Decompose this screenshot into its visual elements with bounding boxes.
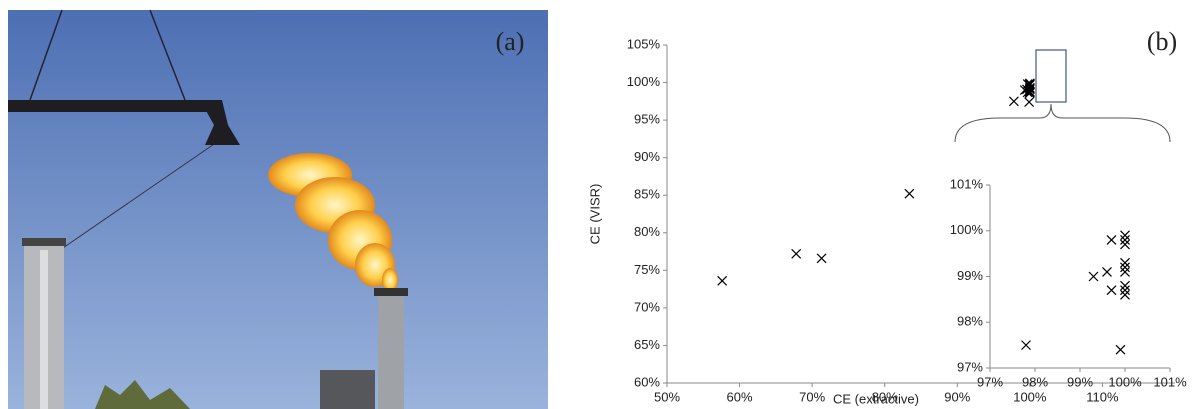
figure-canvas: (a) (b) CE (extractive) CE (VISR) 60%65%…: [0, 0, 1199, 409]
marker: [1121, 240, 1130, 249]
panel-label: (b): [1147, 27, 1177, 56]
y-tick-label: 80%: [634, 224, 660, 239]
x-tick-label: 80%: [872, 389, 898, 404]
y-tick-label: 99%: [957, 268, 983, 283]
y-tick-label: 98%: [957, 314, 983, 329]
x-tick-label: 100%: [1013, 389, 1047, 404]
marker: [1121, 263, 1130, 272]
y-tick-label: 97%: [957, 359, 983, 374]
marker: [1116, 345, 1125, 354]
marker: [1025, 98, 1034, 107]
x-tick-label: 60%: [727, 389, 753, 404]
marker: [1121, 290, 1130, 299]
marker: [1121, 267, 1130, 276]
zoom-brace: [955, 104, 1170, 142]
y-tick-label: 70%: [634, 299, 660, 314]
y-tick-label: 105%: [627, 36, 661, 51]
y-axis-title: CE (VISR): [587, 184, 602, 245]
x-tick-label: 110%: [1086, 389, 1119, 404]
marker: [792, 249, 801, 258]
y-tick-label: 60%: [634, 374, 660, 389]
figure: (a) (b) CE (extractive) CE (VISR) 60%65%…: [0, 0, 1199, 409]
marker: [905, 189, 914, 198]
x-tick-label: 100%: [1108, 374, 1142, 389]
marker: [1089, 272, 1098, 281]
y-tick-label: 90%: [634, 149, 660, 164]
marker: [1121, 235, 1130, 244]
y-tick-label: 100%: [627, 74, 661, 89]
y-tick-label: 85%: [634, 187, 660, 202]
x-tick-label: 50%: [654, 389, 680, 404]
x-tick-label: 90%: [944, 389, 970, 404]
marker: [1121, 231, 1130, 240]
marker: [1103, 267, 1112, 276]
marker: [1009, 97, 1018, 106]
marker: [1121, 281, 1130, 290]
x-tick-label: 70%: [799, 389, 825, 404]
y-tick-label: 100%: [950, 222, 984, 237]
y-tick-label: 75%: [634, 262, 660, 277]
x-tick-label: 99%: [1067, 374, 1093, 389]
y-tick-label: 65%: [634, 337, 660, 352]
marker: [1022, 341, 1031, 350]
zoom-box: [1036, 50, 1066, 102]
marker: [1107, 286, 1116, 295]
x-tick-label: 98%: [1022, 374, 1048, 389]
y-tick-label: 101%: [950, 176, 984, 191]
x-tick-label: 97%: [977, 374, 1003, 389]
panel-label: (a): [496, 27, 525, 56]
photo: [8, 10, 548, 409]
marker: [817, 254, 826, 263]
x-tick-label: 101%: [1153, 374, 1187, 389]
marker: [1121, 286, 1130, 295]
marker: [1107, 235, 1116, 244]
y-tick-label: 95%: [634, 112, 660, 127]
marker: [718, 276, 727, 285]
marker: [1121, 258, 1130, 267]
